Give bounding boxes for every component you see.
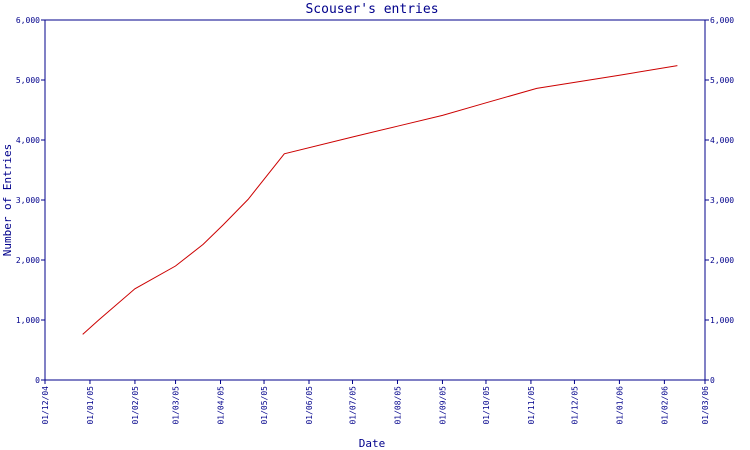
y-tick-label-right: 3,000 <box>710 196 734 205</box>
x-tick-label: 01/01/06 <box>615 386 624 425</box>
y-tick-label-right: 0 <box>710 376 715 385</box>
x-tick-label: 01/09/05 <box>438 386 447 425</box>
chart-title: Scouser's entries <box>305 2 438 17</box>
plot-frame <box>44 19 706 381</box>
y-ticks-left: 0 1,000 2,000 3,000 4,000 5,000 6,000 <box>16 16 45 385</box>
y-tick-label-left: 2,000 <box>16 256 40 265</box>
y-tick-label-right: 4,000 <box>710 136 734 145</box>
x-ticks: 01/12/04 01/01/05 01/02/05 01/03/05 01/04/05… <box>41 380 710 425</box>
series-group <box>82 65 678 335</box>
y-tick-label-left: 3,000 <box>16 196 40 205</box>
y-tick-label-left: 6,000 <box>16 16 40 25</box>
y-ticks-right: 0 1,000 2,000 3,000 4,000 5,000 6,000 <box>705 16 734 385</box>
y-tick-label-right: 2,000 <box>710 256 734 265</box>
x-tick-label: 01/03/06 <box>701 386 710 425</box>
x-tick-label: 01/05/05 <box>260 386 269 425</box>
x-tick-label: 01/02/05 <box>131 386 140 425</box>
x-axis-label: Date <box>359 437 386 450</box>
x-tick-label: 01/01/05 <box>86 386 95 425</box>
x-tick-label: 01/02/06 <box>660 386 669 425</box>
y-tick-label-right: 5,000 <box>710 76 734 85</box>
y-tick-label-left: 4,000 <box>16 136 40 145</box>
y-tick-label-left: 1,000 <box>16 316 40 325</box>
y-tick-label-right: 1,000 <box>710 316 734 325</box>
y-tick-label-left: 0 <box>35 376 40 385</box>
y-tick-label-right: 6,000 <box>710 16 734 25</box>
x-tick-label: 01/04/05 <box>217 386 226 425</box>
y-tick-label-left: 5,000 <box>16 76 40 85</box>
x-tick-label: 01/03/05 <box>172 386 181 425</box>
x-tick-label: 01/10/05 <box>482 386 491 425</box>
x-tick-label: 01/06/05 <box>305 386 314 425</box>
x-tick-label: 01/08/05 <box>393 386 402 425</box>
series-line <box>82 65 678 335</box>
x-tick-label: 01/12/05 <box>570 386 579 425</box>
x-tick-label: 01/11/05 <box>527 386 536 425</box>
x-tick-label: 01/12/04 <box>41 386 50 425</box>
y-axis-label: Number of Entries <box>1 144 14 257</box>
x-tick-label: 01/07/05 <box>349 386 358 425</box>
